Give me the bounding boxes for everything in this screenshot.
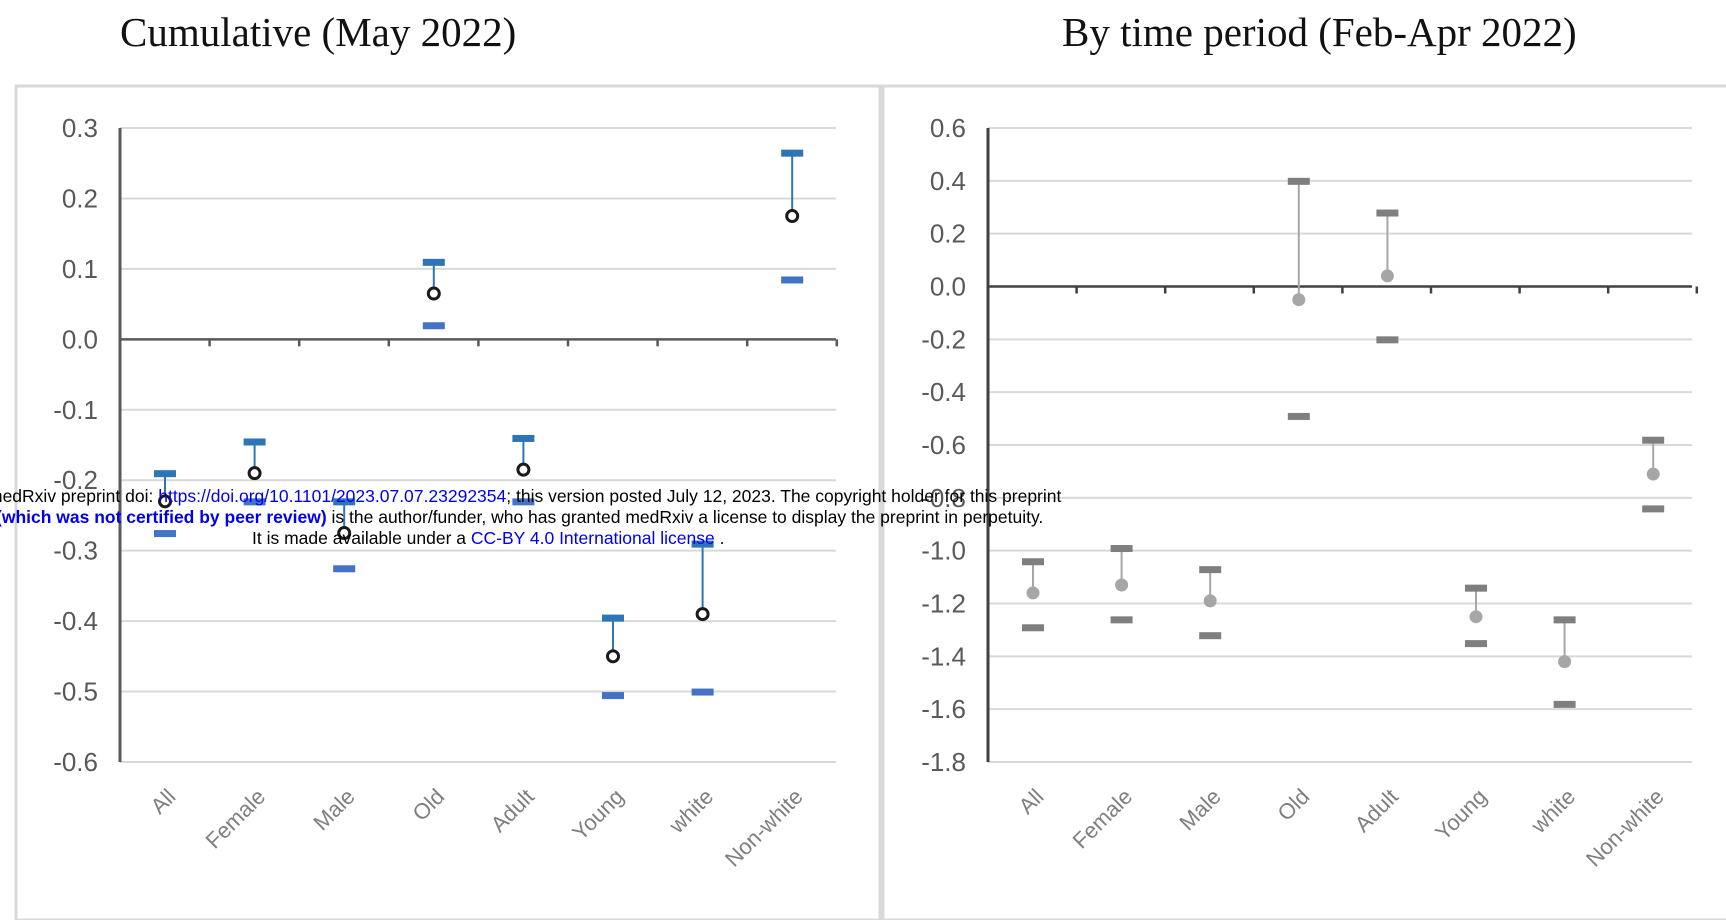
right-y-tick-label: 0.6 bbox=[930, 113, 966, 143]
right-upper-cap bbox=[1376, 209, 1399, 217]
left-upper-cap bbox=[691, 540, 714, 548]
right-lower-cap bbox=[1465, 640, 1487, 648]
left-estimate-point bbox=[785, 209, 800, 224]
left-estimate-point bbox=[426, 286, 441, 301]
right-lower-cap bbox=[1199, 632, 1222, 640]
right-y-tick-label: 0.0 bbox=[930, 272, 966, 302]
left-y-tick-label: -0.6 bbox=[53, 747, 98, 777]
left-estimate-point bbox=[695, 607, 710, 622]
left-lower-cap bbox=[422, 322, 445, 330]
right-y-tick-label: -0.8 bbox=[921, 483, 966, 513]
right-lower-cap bbox=[1022, 624, 1044, 632]
right-y-tick-label: 0.2 bbox=[930, 219, 966, 249]
left-lower-cap bbox=[602, 692, 624, 700]
left-lower-cap bbox=[512, 498, 535, 506]
right-estimate-point bbox=[1558, 655, 1572, 669]
right-estimate-point bbox=[1292, 293, 1306, 307]
left-upper-cap bbox=[781, 149, 804, 157]
right-upper-cap bbox=[1553, 616, 1576, 624]
right-chart-plot: 0.6 0.4 0.2 0.0 -0.2 -0.4 -0.6 -0.8 -1.0 -1.2 -1.4… bbox=[921, 113, 1699, 872]
right-estimate-point bbox=[1115, 578, 1129, 592]
right-lower-cap bbox=[1553, 700, 1576, 708]
right-chart-title: By time period (Feb-Apr 2022) bbox=[1062, 9, 1577, 55]
doi-link[interactable]: https://doi.org/10.1101/2023.07.07.23292… bbox=[158, 486, 507, 506]
right-y-tick-label: -0.4 bbox=[921, 377, 966, 407]
left-estimate-point bbox=[158, 494, 172, 509]
right-lower-cap bbox=[1376, 336, 1399, 344]
availability-text: It is made available under a bbox=[252, 528, 471, 548]
left-y-tick-label: 0.0 bbox=[62, 324, 98, 354]
left-lower-cap bbox=[154, 530, 176, 538]
right-chart-frame bbox=[881, 84, 1726, 920]
right-upper-cap bbox=[1199, 566, 1222, 574]
right-upper-cap bbox=[1287, 177, 1310, 185]
right-upper-cap bbox=[1465, 584, 1487, 592]
left-y-tick-label: 0.1 bbox=[62, 254, 98, 284]
right-y-tick-label: -1.0 bbox=[921, 536, 966, 566]
right-y-tick-label: -1.4 bbox=[921, 641, 966, 671]
left-estimate-point bbox=[516, 462, 531, 477]
left-upper-cap bbox=[512, 434, 535, 442]
left-chart-title: Cumulative (May 2022) bbox=[120, 9, 517, 55]
right-estimate-point bbox=[1026, 586, 1040, 600]
right-estimate-point bbox=[1380, 269, 1394, 283]
preprint-notice-line-2: (which was not certified by peer review)… bbox=[0, 507, 1043, 528]
left-estimate-point bbox=[606, 649, 620, 664]
left-y-tick-label: -0.1 bbox=[53, 395, 98, 425]
notice-prefix: medRxiv preprint doi: bbox=[0, 486, 159, 506]
left-upper-cap bbox=[243, 438, 266, 446]
right-y-tick-label: -1.6 bbox=[921, 694, 966, 724]
notice-posted: ; this version posted July 12, 2023. The… bbox=[506, 486, 1062, 506]
left-y-tick-label: -0.4 bbox=[53, 606, 98, 636]
right-y-tick-label: -0.2 bbox=[921, 324, 966, 354]
right-upper-cap bbox=[1022, 558, 1044, 566]
left-upper-cap bbox=[154, 470, 176, 478]
left-upper-cap bbox=[422, 258, 445, 266]
left-y-tick-label: -0.3 bbox=[53, 536, 98, 566]
right-lower-cap bbox=[1110, 616, 1133, 624]
availability-end: . bbox=[714, 528, 725, 548]
left-upper-cap bbox=[333, 498, 356, 506]
right-lower-cap bbox=[1287, 412, 1310, 420]
preprint-notice-line-1: medRxiv preprint doi: https://doi.org/10… bbox=[0, 486, 1061, 507]
left-lower-cap bbox=[781, 276, 804, 284]
right-estimate-point bbox=[1469, 610, 1483, 624]
right-y-tick-label: -0.6 bbox=[921, 430, 966, 460]
license-link[interactable]: CC-BY 4.0 International license bbox=[470, 528, 715, 548]
left-y-tick-label: -0.5 bbox=[53, 677, 98, 707]
left-y-tick-label: 0.2 bbox=[62, 183, 98, 213]
right-upper-cap bbox=[1110, 545, 1133, 553]
right-y-tick-label: -1.2 bbox=[921, 589, 966, 619]
right-estimate-point bbox=[1203, 594, 1217, 608]
left-lower-cap bbox=[691, 688, 714, 696]
right-y-tick-label: -1.8 bbox=[921, 747, 966, 777]
preprint-notice-line-3: It is made available under a CC-BY 4.0 I… bbox=[252, 528, 724, 549]
left-upper-cap bbox=[602, 614, 624, 622]
left-estimate-point bbox=[247, 466, 262, 481]
right-estimate-point bbox=[1646, 467, 1660, 481]
right-y-tick-label: 0.4 bbox=[930, 166, 966, 196]
peer-review-note: (which was not certified by peer review) bbox=[0, 507, 327, 527]
right-upper-cap bbox=[1642, 436, 1665, 444]
left-y-tick-label: 0.3 bbox=[62, 113, 98, 143]
right-lower-cap bbox=[1642, 505, 1665, 513]
left-lower-cap bbox=[243, 498, 266, 506]
license-statement: is the author/funder, who has granted me… bbox=[326, 507, 1044, 527]
left-lower-cap bbox=[333, 565, 356, 573]
left-estimate-point bbox=[337, 526, 352, 541]
left-y-tick-label: -0.2 bbox=[53, 465, 98, 495]
